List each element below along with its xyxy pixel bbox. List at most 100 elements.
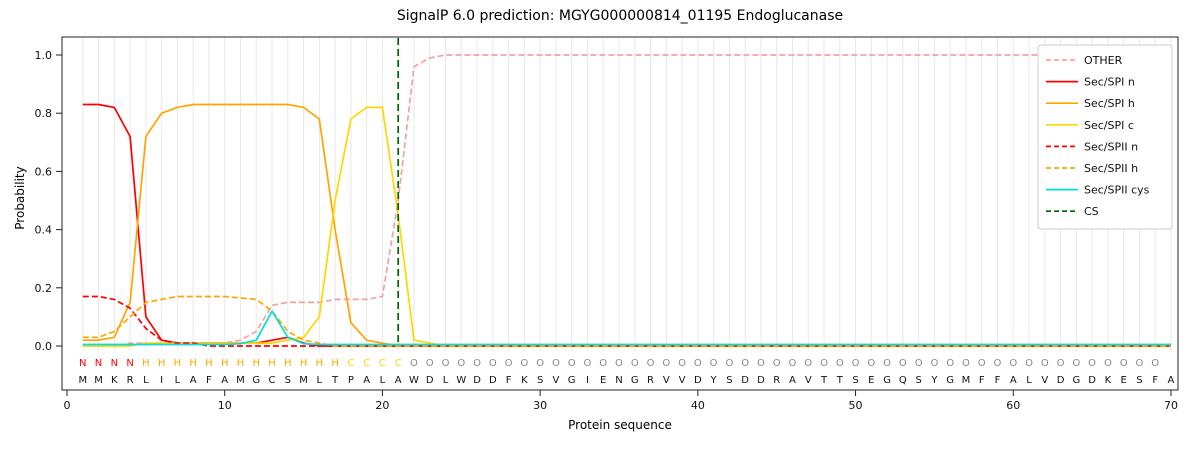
region-letter: O: [457, 358, 465, 369]
y-axis-ticks: 0.0 0.2 0.4 0.6 0.8 1.0: [35, 49, 62, 353]
series-sec-spii-n: [82, 295, 1171, 347]
region-letter: O: [631, 358, 639, 369]
region-letter: O: [520, 358, 528, 369]
sequence-letter: R: [773, 375, 780, 386]
region-letter: H: [189, 358, 197, 369]
sequence-letter: Y: [930, 375, 938, 386]
region-letter: O: [867, 358, 875, 369]
gridlines: [82, 38, 1172, 351]
region-letter: H: [221, 358, 229, 369]
sequence-letter: G: [946, 375, 954, 386]
region-letter: H: [268, 358, 276, 369]
region-letter: C: [379, 358, 386, 369]
sequence-letter: F: [979, 375, 985, 386]
sequence-letter: M: [94, 375, 103, 386]
region-letter: O: [994, 358, 1002, 369]
legend-label: Sec/SPII h: [1084, 162, 1138, 175]
region-letter: H: [174, 358, 182, 369]
sequence-letter: M: [962, 375, 971, 386]
region-letter: O: [410, 358, 418, 369]
region-letter: O: [678, 358, 686, 369]
region-letter: O: [1135, 358, 1143, 369]
series-sec-spi-h: [82, 103, 1171, 347]
x-tick-label: 30: [533, 399, 547, 412]
series-sec-spi-c: [82, 106, 1171, 347]
sequence-letter: V: [552, 375, 559, 386]
sequence-letter: N: [615, 375, 622, 386]
sequence-letter: M: [78, 375, 87, 386]
region-letter: H: [284, 358, 292, 369]
sequence-letter: G: [883, 375, 891, 386]
chart-title: SignalP 6.0 prediction: MGYG000000814_01…: [396, 8, 844, 24]
region-letter: O: [1009, 358, 1017, 369]
region-letter: O: [820, 358, 828, 369]
region-letter: O: [647, 358, 655, 369]
region-letter: O: [962, 358, 970, 369]
x-tick-label: 0: [64, 399, 71, 412]
sequence-letter: D: [473, 375, 481, 386]
sequence-letter: P: [348, 375, 354, 386]
sequence-letter: W: [456, 375, 466, 386]
sequence-letter: F: [995, 375, 1001, 386]
sequence-letter: A: [1010, 375, 1017, 386]
sequence-letter: S: [915, 375, 921, 386]
region-letter: H: [252, 358, 260, 369]
series-other: [82, 54, 1171, 347]
y-tick-label: 0.4: [35, 224, 53, 237]
region-letter: O: [473, 358, 481, 369]
sequence-letter: V: [679, 375, 686, 386]
legend-label: OTHER: [1084, 54, 1123, 67]
sequence-letter: M: [299, 375, 308, 386]
sequence-letter: E: [600, 375, 606, 386]
region-letter: H: [300, 358, 308, 369]
region-letter: C: [363, 358, 370, 369]
sequence-letter: E: [1120, 375, 1126, 386]
sequence-letter: K: [521, 375, 528, 386]
x-tick-label: 10: [218, 399, 232, 412]
region-letter: O: [536, 358, 544, 369]
sequence-letter: V: [1041, 375, 1048, 386]
region-letter: O: [915, 358, 923, 369]
region-letter: O: [615, 358, 623, 369]
region-letter: O: [741, 358, 749, 369]
region-letter: N: [126, 358, 133, 369]
legend-label: Sec/SPI c: [1084, 119, 1134, 132]
sequence-letter: F: [506, 375, 512, 386]
sequence-letter: L: [143, 375, 149, 386]
region-letter: O: [836, 358, 844, 369]
sequence-letter: D: [489, 375, 497, 386]
sequence-letter: I: [586, 375, 589, 386]
region-letter: O: [505, 358, 513, 369]
legend: OTHER Sec/SPI n Sec/SPI h Sec/SPI c Sec/SPII…: [1037, 44, 1173, 230]
region-letter: O: [584, 358, 592, 369]
region-letter: O: [789, 358, 797, 369]
region-letter: O: [599, 358, 607, 369]
x-tick-label: 60: [1006, 399, 1020, 412]
sequence-letter: A: [221, 375, 228, 386]
sequence-letter: V: [805, 375, 812, 386]
y-tick-label: 1.0: [35, 49, 53, 62]
sequence-letter: M: [236, 375, 245, 386]
sequence-letter: R: [127, 375, 134, 386]
sequence-letter: Y: [710, 375, 718, 386]
region-letter: O: [1120, 358, 1128, 369]
region-letter: O: [426, 358, 434, 369]
sequence-letter: L: [443, 375, 449, 386]
sequence-letter: D: [1088, 375, 1096, 386]
sequence-letter: L: [1026, 375, 1032, 386]
sequence-letter: K: [111, 375, 118, 386]
region-letter: O: [552, 358, 560, 369]
legend-label: Sec/SPII n: [1084, 140, 1138, 153]
legend-label: Sec/SPII cys: [1084, 184, 1150, 197]
region-letter: H: [205, 358, 213, 369]
region-letter: C: [395, 358, 402, 369]
region-letter: O: [899, 358, 907, 369]
sequence-letter: S: [537, 375, 543, 386]
sequence-letter: L: [175, 375, 181, 386]
y-tick-label: 0.0: [35, 340, 53, 353]
sequence-letter: F: [1152, 375, 1158, 386]
sequence-letter: W: [409, 375, 419, 386]
region-letter: O: [773, 358, 781, 369]
region-letter: O: [568, 358, 576, 369]
